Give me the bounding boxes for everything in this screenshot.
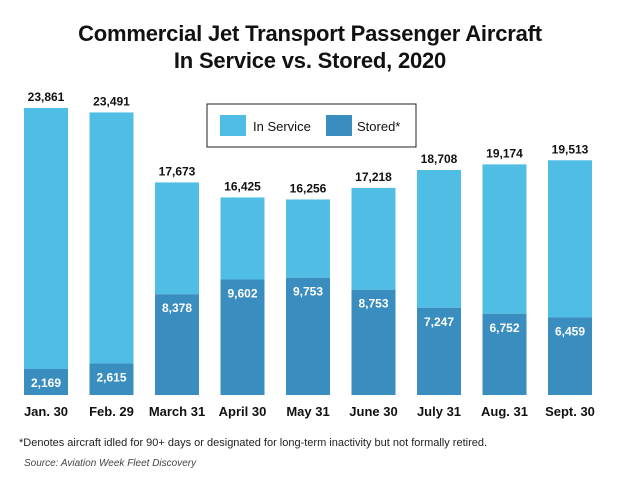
category-label-aug-31: Aug. 31 <box>481 404 528 419</box>
bar-stored-sept-30 <box>548 317 592 395</box>
stored-label-aug-31: 6,752 <box>489 321 519 335</box>
bars-layer <box>24 108 592 395</box>
legend-swatch-stored <box>326 115 352 136</box>
category-label-march-31: March 31 <box>149 404 205 419</box>
source-note: Source: Aviation Week Fleet Discovery <box>24 458 197 469</box>
stored-label-jan-30: 2,169 <box>31 376 61 390</box>
category-label-feb-29: Feb. 29 <box>89 404 134 419</box>
bar-stored-july-31 <box>417 307 461 395</box>
legend: In Service Stored* <box>206 103 417 148</box>
bar-stored-may-31 <box>286 277 330 395</box>
bar-stored-march-31 <box>155 294 199 395</box>
bar-in-service-july-31 <box>417 169 461 308</box>
legend-swatch-in-service <box>220 115 246 136</box>
category-label-july-31: July 31 <box>417 404 461 419</box>
footnote: *Denotes aircraft idled for 90+ days or … <box>19 437 488 449</box>
chart-title-line-1: Commercial Jet Transport Passenger Aircr… <box>78 21 542 46</box>
stored-label-feb-29: 2,615 <box>96 371 126 385</box>
total-label-march-31: 17,673 <box>159 164 196 178</box>
bar-in-service-sept-30 <box>548 160 592 318</box>
bar-stored-feb-29 <box>89 363 134 395</box>
total-label-aug-31: 19,174 <box>486 146 523 160</box>
stored-label-april-30: 9,602 <box>227 287 257 301</box>
stored-label-may-31: 9,753 <box>293 285 323 299</box>
bar-in-service-jan-30 <box>24 108 68 369</box>
stored-label-june-30: 8,753 <box>358 297 388 311</box>
bar-in-service-april-30 <box>220 197 265 280</box>
legend-label-in-service: In Service <box>253 119 311 134</box>
stored-label-july-31: 7,247 <box>424 315 454 329</box>
category-label-april-30: April 30 <box>219 404 267 419</box>
chart-title: Commercial Jet Transport Passenger Aircr… <box>0 20 620 74</box>
total-label-june-30: 17,218 <box>355 170 392 184</box>
bar-stored-june-30 <box>351 289 396 395</box>
stored-label-march-31: 8,378 <box>162 301 192 315</box>
bar-stored-jan-30 <box>24 368 68 395</box>
bar-stored-aug-31 <box>482 313 527 395</box>
total-label-july-31: 18,708 <box>421 152 458 166</box>
total-label-sept-30: 19,513 <box>552 142 589 156</box>
bar-in-service-may-31 <box>286 199 330 278</box>
bar-in-service-march-31 <box>155 182 199 295</box>
chart-title-line-2: In Service vs. Stored, 2020 <box>173 48 447 73</box>
total-label-may-31: 16,256 <box>290 181 327 195</box>
total-label-jan-30: 23,861 <box>28 90 65 104</box>
labels-layer: 23,861 2,169 Jan. 30 23,491 2,615 Feb. 29 17,6… <box>24 90 595 419</box>
total-label-feb-29: 23,491 <box>93 94 130 108</box>
bar-stored-april-30 <box>220 279 265 395</box>
category-label-may-31: May 31 <box>286 404 329 419</box>
total-label-april-30: 16,425 <box>224 179 261 193</box>
bar-in-service-june-30 <box>351 187 396 290</box>
stored-label-sept-30: 6,459 <box>555 324 585 338</box>
bar-in-service-aug-31 <box>482 164 527 314</box>
bar-in-service-feb-29 <box>89 112 134 364</box>
category-label-sept-30: Sept. 30 <box>545 404 595 419</box>
legend-label-stored: Stored* <box>357 119 400 134</box>
category-label-june-30: June 30 <box>349 404 397 419</box>
category-label-jan-30: Jan. 30 <box>24 404 68 419</box>
